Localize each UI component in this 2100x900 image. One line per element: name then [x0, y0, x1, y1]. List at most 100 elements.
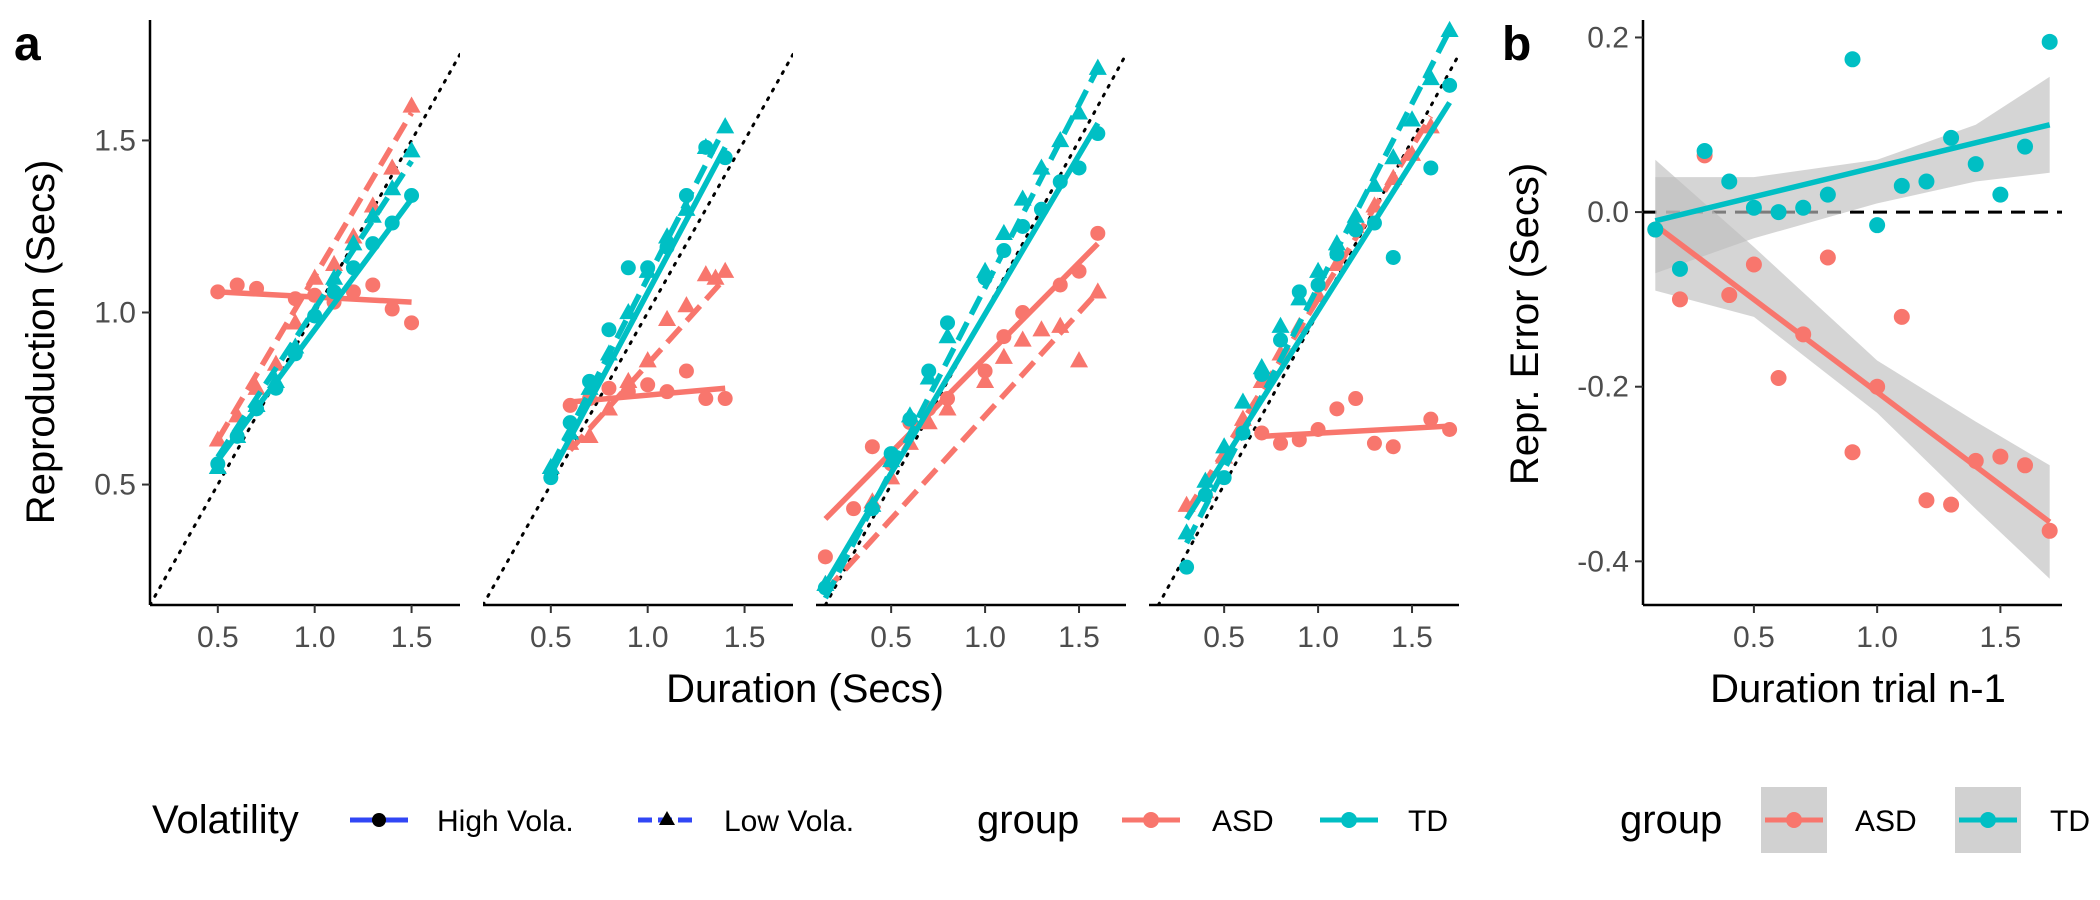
panel-b-y-tick-label: 0.2 — [1587, 21, 1629, 54]
facet-1-plot-area — [150, 52, 460, 605]
data-point-triangle — [994, 347, 1013, 364]
facet-x-tick-label: 1.0 — [1297, 621, 1339, 654]
data-point-triangle — [208, 457, 227, 475]
identity-line — [823, 52, 1126, 605]
data-point-circle — [659, 384, 675, 400]
data-point-asd — [1721, 287, 1738, 304]
data-point-triangle — [344, 234, 363, 251]
data-point-triangle — [638, 351, 657, 368]
data-point-circle — [365, 277, 381, 293]
data-point-circle — [996, 329, 1012, 345]
volatility-legend: Volatility High Vola. Low Vola. — [152, 798, 854, 842]
data-point-circle — [1329, 401, 1345, 417]
data-point-circle — [404, 188, 420, 203]
facet-x-tick-label: 1.5 — [1058, 621, 1100, 654]
fit-line-td — [822, 66, 1101, 600]
data-point-triangle — [286, 337, 305, 354]
group-b-key-td-circle-icon — [1980, 812, 1996, 828]
data-point-circle — [1442, 77, 1458, 93]
group-legend-panel-b: group ASD TD — [1620, 787, 2090, 853]
data-point-circle — [365, 236, 381, 252]
data-point-circle — [864, 439, 880, 455]
data-point-triangle — [1051, 130, 1070, 148]
data-point-circle — [977, 363, 993, 379]
data-point-asd — [1992, 448, 2009, 465]
facet-4-plot-area — [1156, 20, 1459, 605]
data-point-circle — [1033, 201, 1049, 217]
data-point-triangle — [677, 296, 696, 313]
data-point-triangle — [1051, 316, 1070, 333]
fit-line-asd — [568, 276, 728, 452]
data-point-triangle — [1070, 103, 1089, 120]
data-point-asd — [1918, 492, 1935, 509]
data-point-circle — [678, 363, 694, 379]
facet-x-tick-label: 0.5 — [197, 621, 239, 654]
data-point-triangle — [1365, 196, 1384, 213]
data-point-circle — [1423, 411, 1439, 427]
data-point-triangle — [1346, 206, 1365, 223]
data-point-triangle — [994, 223, 1013, 241]
volatility-legend-label-high: High Vola. — [437, 805, 574, 838]
data-point-td — [1795, 199, 1812, 216]
data-point-triangle — [976, 371, 995, 388]
data-point-td — [1869, 217, 1886, 234]
data-point-triangle — [402, 96, 421, 113]
fit-line-asd — [823, 241, 1100, 521]
panel-a-y-axis-title: Reproduction (Secs) — [19, 160, 63, 525]
group-legend-panel-a: group ASD TD — [977, 798, 1448, 842]
data-point-triangle — [286, 313, 305, 330]
data-point-triangle — [1032, 320, 1051, 337]
panel-a-y-tick-label: 1.0 — [94, 297, 136, 330]
fit-line-td — [215, 197, 414, 463]
data-point-circle — [940, 391, 956, 407]
identity-line — [483, 52, 793, 605]
data-point-triangle — [1196, 471, 1215, 488]
fit-line-asd — [823, 290, 1100, 594]
data-point-circle — [1254, 425, 1270, 441]
data-point-circle — [620, 260, 636, 276]
data-point-circle — [1366, 215, 1382, 231]
data-point-circle — [1310, 422, 1326, 437]
data-point-circle — [601, 380, 617, 396]
data-point-triangle — [599, 344, 618, 361]
data-point-triangle — [325, 268, 344, 285]
panel-a-y-tick-label: 0.5 — [94, 469, 136, 502]
panel-b-x-tick-label: 0.5 — [1733, 621, 1775, 654]
data-point-asd — [1844, 444, 1861, 461]
data-point-circle — [1052, 277, 1068, 293]
data-point-triangle — [580, 378, 599, 395]
data-point-triangle — [1384, 148, 1403, 165]
facet-2-plot-area — [483, 52, 793, 605]
data-point-triangle — [696, 137, 715, 154]
data-point-td — [1671, 260, 1688, 277]
data-point-triangle — [1309, 261, 1328, 278]
data-point-circle — [601, 322, 617, 338]
data-point-asd — [1869, 378, 1886, 395]
data-point-triangle — [402, 141, 421, 158]
data-point-circle — [1273, 332, 1289, 348]
panel-label-a: a — [14, 18, 41, 71]
data-point-circle — [1348, 391, 1364, 407]
data-point-circle — [1423, 160, 1439, 176]
fit-line-asd — [1653, 222, 2052, 525]
data-point-td — [2041, 33, 2058, 50]
data-point-asd — [1943, 496, 1960, 513]
data-point-td — [1696, 142, 1713, 159]
data-point-triangle — [1070, 351, 1089, 368]
data-point-triangle — [305, 268, 324, 285]
data-point-triangle — [716, 261, 735, 278]
group-legend-a-title: group — [977, 798, 1079, 842]
data-point-td — [1992, 186, 2009, 203]
data-point-triangle — [363, 206, 382, 223]
data-point-td — [1844, 51, 1861, 68]
data-point-td — [1770, 204, 1787, 221]
data-point-triangle — [247, 395, 266, 413]
group-a-key-asd-circle-icon — [1143, 812, 1159, 828]
data-point-asd — [1671, 291, 1688, 308]
data-point-triangle — [658, 227, 677, 244]
data-point-td — [1721, 173, 1738, 190]
data-point-triangle — [696, 265, 715, 282]
data-point-triangle — [638, 261, 657, 278]
data-point-circle — [1179, 559, 1195, 575]
data-point-triangle — [677, 199, 696, 216]
